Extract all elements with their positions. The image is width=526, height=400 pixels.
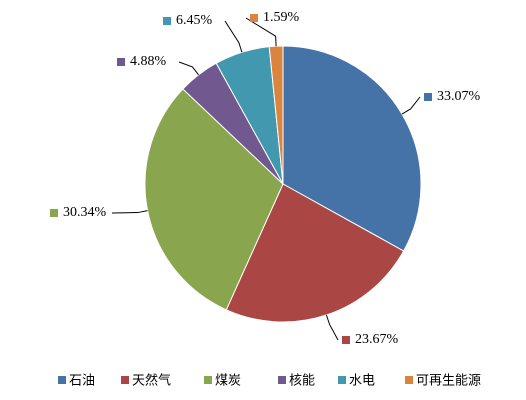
leader-line: [401, 96, 421, 115]
legend-label: 石油: [69, 374, 95, 389]
label-swatch: [50, 209, 58, 217]
legend-label: 核能: [289, 374, 315, 389]
leader-line: [224, 20, 243, 53]
leader-line: [178, 61, 199, 76]
label-swatch: [163, 17, 171, 25]
leader-line: [245, 17, 277, 47]
legend-swatch: [121, 376, 129, 384]
legend-label: 可再生能源: [416, 374, 481, 389]
legend-swatch: [405, 376, 413, 384]
pie-slice: [225, 183, 405, 323]
legend-label: 水电: [349, 374, 375, 389]
data-label: 23.67%: [355, 332, 399, 347]
label-swatch: [250, 14, 258, 22]
label-swatch: [117, 58, 125, 66]
legend-label: 煤炭: [215, 374, 241, 389]
data-label: 6.45%: [176, 13, 213, 28]
leader-line: [325, 314, 339, 341]
data-label: 4.88%: [130, 54, 167, 69]
legend-swatch: [338, 376, 346, 384]
label-swatch: [342, 336, 350, 344]
legend-label: 天然气: [132, 373, 171, 389]
label-swatch: [424, 93, 432, 101]
data-label: 33.07%: [437, 89, 481, 104]
legend-swatch: [278, 376, 286, 384]
leader-line: [111, 210, 148, 214]
legend-swatch: [58, 376, 66, 384]
data-label: 1.59%: [263, 10, 300, 25]
legend-swatch: [204, 376, 212, 384]
pie-slice: [144, 88, 284, 311]
data-label: 30.34%: [63, 205, 107, 220]
